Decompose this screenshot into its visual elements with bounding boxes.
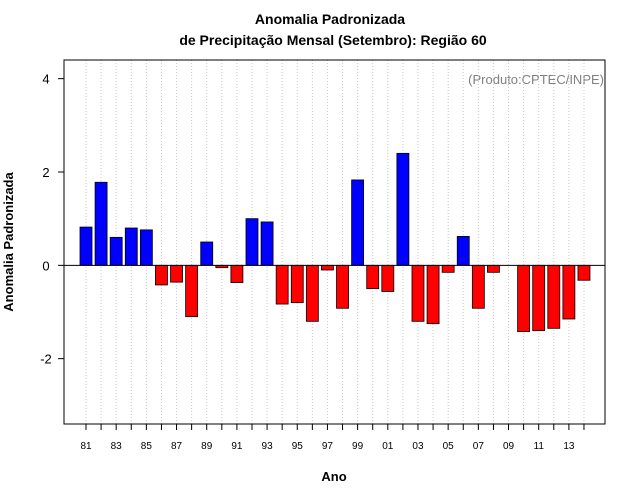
bar-93: [260, 221, 274, 266]
chart-title: Anomalia Padronizada: [255, 11, 405, 27]
bar-89: [200, 241, 214, 266]
x-tick-label: 07: [473, 441, 485, 452]
x-tick-label: 01: [382, 441, 394, 452]
x-tick-label: 85: [141, 441, 153, 452]
x-axis-label: Ano: [321, 469, 346, 484]
bar-12: [547, 264, 561, 329]
x-tick-label: 09: [503, 441, 515, 452]
bar-05: [441, 264, 455, 273]
bar-01: [381, 264, 395, 292]
bar-85: [139, 229, 153, 266]
bar-07: [471, 264, 485, 309]
x-tick-label: 11: [534, 441, 545, 452]
bar-86: [155, 264, 168, 286]
source-note: (Produto:CPTEC/INPE): [468, 72, 604, 87]
y-tick-label: -2: [40, 352, 52, 367]
bar-88: [185, 264, 199, 318]
x-tick-label: 91: [231, 441, 243, 452]
bar-03: [411, 264, 425, 322]
bar-98: [336, 264, 349, 309]
bar-06: [456, 235, 470, 266]
y-tick-label: 2: [42, 165, 49, 180]
bar-02: [396, 152, 410, 266]
bar-97: [321, 264, 334, 271]
bar-10: [517, 264, 531, 332]
chart-subtitle: de Precipitação Mensal (Setembro): Regiã…: [179, 32, 487, 48]
bar-82: [94, 181, 108, 266]
bar-00: [366, 264, 380, 290]
bars: [79, 152, 591, 332]
bar-04: [426, 264, 440, 325]
bar-81: [79, 226, 93, 266]
x-tick-label: 87: [171, 441, 183, 452]
grid-lines: [85, 60, 585, 424]
bar-11: [532, 264, 546, 332]
x-tick-label: 99: [352, 441, 364, 452]
bar-84: [124, 227, 138, 266]
bar-14: [577, 264, 591, 281]
x-tick-label: 81: [80, 441, 92, 452]
y-tick-label: 0: [42, 258, 49, 273]
bar-95: [290, 264, 304, 304]
bar-99: [351, 179, 365, 266]
x-tick-label: 95: [292, 441, 304, 452]
x-tick-label: 97: [322, 441, 334, 452]
y-axis-label: Anomalia Padronizada: [1, 172, 16, 312]
bar-92: [245, 218, 259, 266]
bar-13: [562, 264, 576, 320]
x-tick-label: 83: [111, 441, 123, 452]
axes: -2 0 2 4 81 83 85 87 89 91 93 95 97 99 01 03 05 07 09 11 13: [40, 59, 606, 452]
bar-96: [305, 264, 319, 322]
x-tick-label: 03: [412, 441, 424, 452]
x-tick-label: 13: [563, 441, 575, 452]
x-tick-label: 05: [443, 441, 455, 452]
bar-08: [487, 264, 500, 273]
bar-83: [109, 236, 123, 266]
x-tick-label: 93: [262, 441, 274, 452]
plot-frame: [63, 59, 606, 425]
bar-91: [230, 264, 244, 283]
x-tick-label: 89: [201, 441, 213, 452]
bar-94: [275, 264, 289, 305]
y-tick-label: 4: [42, 72, 49, 87]
bar-87: [170, 264, 183, 283]
